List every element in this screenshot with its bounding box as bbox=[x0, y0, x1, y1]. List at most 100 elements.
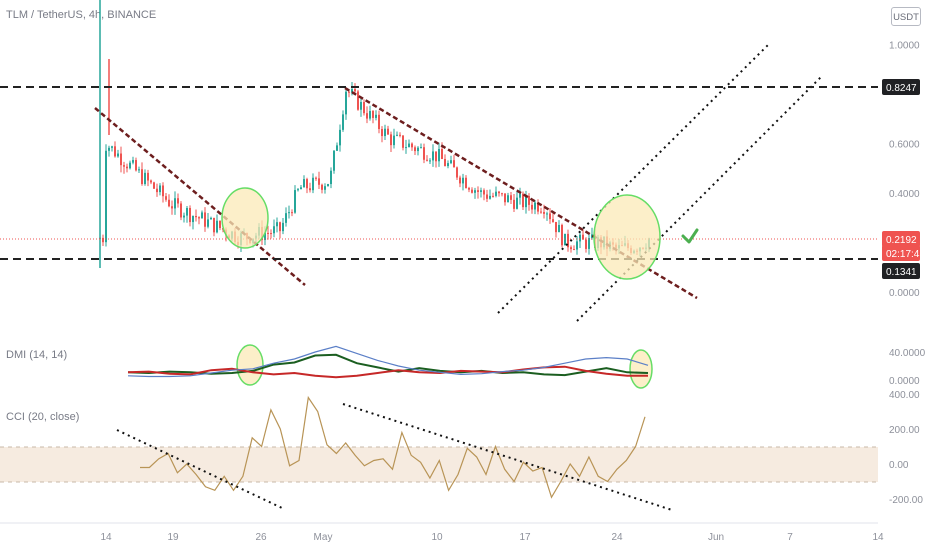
dmi-lines bbox=[127, 345, 649, 379]
candle bbox=[561, 223, 563, 248]
candle bbox=[558, 220, 560, 233]
candle-body bbox=[177, 198, 179, 204]
candle bbox=[285, 207, 287, 227]
candle bbox=[153, 181, 155, 190]
dmi-axis: 40.0000 0.0000 bbox=[889, 348, 926, 387]
candle bbox=[471, 187, 473, 194]
candle bbox=[372, 110, 374, 124]
candle-body bbox=[585, 239, 587, 249]
candle-body bbox=[540, 211, 542, 213]
candle bbox=[513, 194, 515, 213]
candle-body bbox=[417, 147, 419, 152]
candle-body bbox=[102, 237, 104, 243]
candle-body bbox=[390, 134, 392, 146]
candle bbox=[588, 233, 590, 255]
candle-body bbox=[408, 143, 410, 148]
candle bbox=[282, 218, 284, 235]
currency-button[interactable]: USDT bbox=[891, 7, 921, 26]
cci-tick-label: 0.00 bbox=[889, 460, 909, 471]
candle-body bbox=[204, 212, 206, 227]
candle bbox=[291, 209, 293, 217]
candle-body bbox=[459, 177, 461, 184]
cci-tick-label: 200.00 bbox=[889, 425, 920, 436]
candle-body bbox=[438, 149, 440, 162]
candle-body bbox=[201, 212, 203, 219]
candle-body bbox=[270, 233, 272, 235]
candle bbox=[132, 156, 134, 165]
candle-body bbox=[156, 188, 158, 193]
candle bbox=[519, 187, 521, 205]
candle bbox=[570, 245, 572, 253]
candle-body bbox=[471, 189, 473, 193]
candle-body bbox=[150, 180, 152, 183]
candle bbox=[273, 219, 275, 238]
candle bbox=[495, 186, 497, 198]
candle-body bbox=[171, 206, 173, 209]
candle-body bbox=[537, 202, 539, 212]
candle-body bbox=[546, 213, 548, 215]
candle bbox=[411, 142, 413, 151]
candle-body bbox=[468, 188, 470, 190]
candle-body bbox=[549, 213, 551, 220]
candle bbox=[168, 194, 170, 208]
candle bbox=[360, 97, 362, 117]
time-tick-label: 19 bbox=[167, 532, 179, 543]
candle bbox=[111, 145, 113, 152]
candle bbox=[303, 175, 305, 188]
candle bbox=[450, 155, 452, 165]
candle bbox=[498, 190, 500, 197]
candle bbox=[489, 189, 491, 200]
candle-body bbox=[516, 197, 518, 209]
candle-body bbox=[576, 241, 578, 250]
downtrend-line-1 bbox=[94, 107, 306, 286]
candle bbox=[276, 217, 278, 233]
countdown-tag: 02:17:45 bbox=[882, 245, 925, 261]
candle bbox=[345, 90, 347, 120]
time-tick-label: 14 bbox=[100, 532, 112, 543]
candle bbox=[483, 188, 485, 201]
candle bbox=[462, 173, 464, 191]
cci-series-line bbox=[140, 395, 646, 499]
candle bbox=[348, 90, 350, 98]
candle bbox=[270, 229, 272, 239]
candle-body bbox=[375, 114, 377, 118]
candle-body bbox=[315, 177, 317, 179]
candle bbox=[582, 229, 584, 240]
candle-body bbox=[366, 113, 368, 119]
time-tick-label: 7 bbox=[787, 532, 793, 543]
candle-body bbox=[216, 220, 218, 233]
candle-body bbox=[210, 217, 212, 220]
candle bbox=[531, 198, 533, 214]
candle bbox=[363, 99, 365, 116]
candle bbox=[213, 217, 215, 237]
price-tags: 0.8247 0.2192 02:17:45 0.1341 bbox=[882, 79, 925, 279]
candle bbox=[465, 175, 467, 189]
candle bbox=[393, 128, 395, 149]
cci-tick-label: -200.00 bbox=[889, 495, 923, 506]
candle-body bbox=[420, 147, 422, 149]
candle bbox=[516, 191, 518, 210]
time-tick-label: May bbox=[314, 532, 333, 543]
candle bbox=[567, 229, 569, 252]
candle-body bbox=[144, 172, 146, 185]
candle bbox=[165, 192, 167, 202]
candle bbox=[324, 183, 326, 194]
candle-body bbox=[291, 212, 293, 214]
candle-body bbox=[111, 146, 113, 148]
symbol-title: TLM / TetherUS, 4h, BINANCE bbox=[6, 9, 157, 21]
cci-trend-line-2 bbox=[342, 403, 673, 511]
candle-body bbox=[276, 222, 278, 227]
time-tick-label: Jun bbox=[708, 532, 724, 543]
cci-tick-label: 400.00 bbox=[889, 390, 920, 401]
candle bbox=[432, 144, 434, 167]
candle-body bbox=[381, 129, 383, 137]
candle-body bbox=[120, 153, 122, 166]
check-mark-icon bbox=[681, 228, 699, 244]
candle-body bbox=[162, 185, 164, 197]
downtrend-line-2 bbox=[344, 86, 698, 300]
candle-body bbox=[441, 149, 443, 159]
candle-body bbox=[297, 189, 299, 191]
candle bbox=[501, 192, 503, 197]
candle-body bbox=[528, 195, 530, 205]
